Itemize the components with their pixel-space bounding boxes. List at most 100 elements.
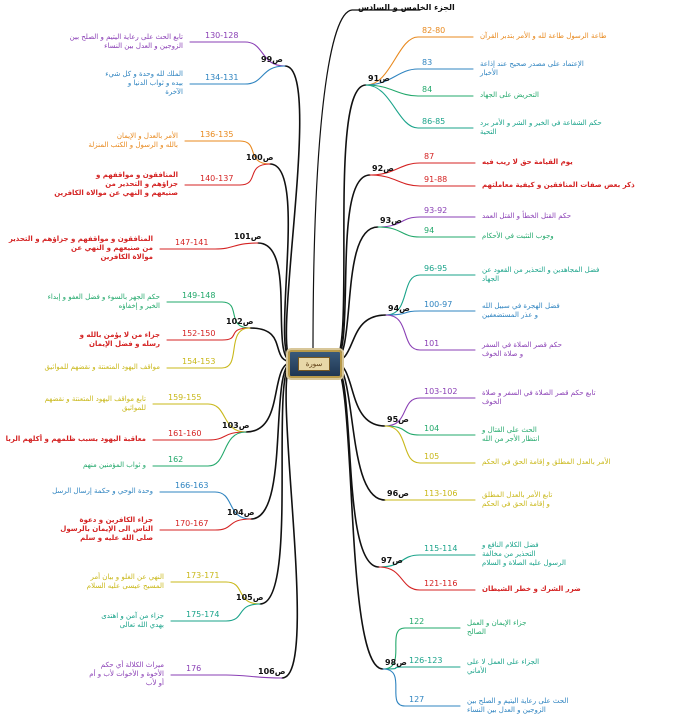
topic-text-left-4-0-1: للمواثيق [122, 403, 146, 412]
surah-emblem-label: سورة [298, 357, 330, 371]
topic-text-right-3-1-1: و عذر المستضعفين [482, 310, 538, 319]
topic-text-right-3-1-0: فضل الهجرة في سبيل الله [482, 301, 560, 310]
branch-line-right-6-1 [378, 566, 476, 591]
topic-text-left-4-0-0: تابع مواقف اليهود المتعنتة و نقضهم [44, 394, 146, 403]
topic-text-right-0-1-1: الأخبار [480, 68, 498, 77]
branch-line-right-7-0 [382, 627, 461, 670]
topic-text-right-5-0-1: و إقامة الحق في الحكم [482, 499, 550, 508]
branch-line-right-2-1 [377, 226, 476, 238]
page-node-right-0[interactable]: ص91 [368, 74, 390, 83]
page-node-right-5[interactable]: ص96 [387, 489, 409, 498]
verse-range-right-7-0: 122 [409, 617, 425, 626]
trunk-line-right-5 [332, 361, 386, 501]
verse-range-left-2-0: 147-141 [175, 238, 209, 247]
page-node-right-3[interactable]: ص94 [388, 304, 410, 313]
branch-line-left-1-1 [184, 163, 271, 186]
verse-range-right-0-3: 86-85 [422, 117, 446, 126]
topic-text-right-7-2-0: الحث على رعاية اليتيم و الصلح بين [467, 696, 569, 705]
page-node-right-1[interactable]: ص92 [372, 164, 394, 173]
page-node-left-4[interactable]: ص103 [222, 421, 250, 430]
topic-text-left-1-1-0: المنافقون و مواقفهم و [95, 171, 178, 179]
page-node-right-4[interactable]: ص95 [387, 415, 409, 424]
trunk-line-right-6 [332, 361, 380, 568]
branch-line-right-0-0 [365, 36, 474, 86]
topic-text-left-2-0-0: المنافقون و مواقفهم و جزاؤهم و التحذير [8, 235, 153, 243]
topic-text-left-7-0-2: أو لأب [145, 679, 164, 687]
topic-text-left-1-1-1: جزاؤهم و التحذير من [105, 180, 178, 188]
topic-text-left-3-2-0: مواقف اليهود المتعنتة و نقضهم للمواثيق [44, 363, 160, 371]
topic-text-left-0-1-1: بيده و ثواب الدنيا و [127, 79, 183, 87]
branch-line-left-4-0 [152, 403, 247, 433]
topic-text-right-3-0-1: الجهاد [482, 274, 500, 283]
topic-text-right-6-0-2: الرسول عليه الصلاة و السلام [482, 559, 566, 567]
verse-range-right-4-0: 103-102 [424, 387, 458, 396]
verse-range-left-5-1: 170-167 [175, 519, 209, 528]
topic-text-left-2-0-1: من صنيعهم و النهي عن [71, 244, 153, 252]
branch-line-left-3-1 [166, 327, 251, 341]
branch-line-right-4-2 [384, 425, 476, 464]
topic-text-right-4-0-0: تابع حكم قصر الصلاة في السفر و صلاة [482, 388, 596, 397]
topic-text-left-0-1-0: الملك لله وحدة و كل شيء [105, 70, 183, 78]
topic-text-right-1-0-0: يوم القيامة حق لا ريب فيه [482, 158, 573, 166]
branch-line-right-3-2 [385, 314, 476, 351]
verse-range-right-6-0: 115-114 [424, 544, 458, 553]
verse-range-left-3-0: 149-148 [182, 291, 216, 300]
topic-text-left-5-1-2: صلى الله عليه و سلم [80, 534, 153, 542]
topic-text-right-7-1-1: الأماني [467, 666, 487, 675]
page-node-left-0[interactable]: ص99 [261, 55, 283, 64]
map-title: الجزء الخامس و السادس [358, 3, 455, 12]
branch-line-right-2-0 [377, 216, 476, 228]
page-node-left-3[interactable]: ص102 [226, 317, 254, 326]
branch-line-right-6-0 [378, 554, 476, 568]
branch-line-right-0-2 [365, 84, 474, 97]
topic-text-left-0-1-2: الآخرة [165, 88, 183, 96]
trunk-line-left-3 [249, 327, 294, 363]
topic-text-right-4-1-0: الحث على القتال و [482, 425, 537, 434]
topic-text-right-4-1-1: انتظار الأجر من الله [482, 434, 540, 443]
verse-range-right-5-0: 113-106 [424, 489, 458, 498]
topic-text-left-1-0-0: الأمر بالعدل و الإيمان [116, 131, 178, 140]
verse-range-right-1-0: 87 [424, 152, 435, 161]
branch-line-left-4-1 [152, 431, 247, 441]
topic-text-right-3-2-1: و صلاة الخوف [482, 349, 524, 358]
page-node-left-6[interactable]: ص105 [236, 593, 264, 602]
topic-text-left-6-1-0: جزاء من آمن و اهتدى [101, 611, 164, 620]
topic-text-left-3-0-0: حكم الجهر بالسوء و فضل العفو و إبداء [47, 292, 160, 301]
verse-range-left-0-1: 134-131 [205, 73, 239, 82]
verse-range-right-3-2: 101 [424, 339, 440, 348]
branch-line-left-1-0 [184, 140, 271, 165]
trunk-line-right-2 [332, 226, 379, 363]
topic-text-left-2-0-2: موالاة الكافرين [100, 253, 154, 261]
central-emblem[interactable]: سورة [288, 350, 342, 378]
verse-range-right-2-1: 94 [424, 226, 435, 235]
verse-range-right-1-1: 91-88 [424, 175, 448, 184]
branch-line-right-7-1 [382, 666, 461, 670]
trunk-line-left-4 [245, 361, 294, 433]
topic-text-left-4-1-0: معاقبة اليهود بسبب ظلمهم و أكلهم الربا [5, 435, 146, 443]
verse-range-right-4-2: 105 [424, 452, 440, 461]
branch-line-right-1-0 [369, 162, 476, 176]
branch-line-left-2-0 [159, 242, 259, 250]
branch-line-right-0-3 [365, 84, 474, 129]
trunk-line-left-6 [259, 361, 294, 605]
page-node-left-2[interactable]: ص101 [234, 232, 262, 241]
page-node-right-7[interactable]: ص98 [385, 658, 407, 667]
branch-line-left-5-0 [159, 491, 252, 520]
topic-text-right-0-0-0: طاعة الرسول طاعة لله و الأمر بتدبر القرآ… [480, 32, 607, 40]
page-node-right-2[interactable]: ص93 [380, 216, 402, 225]
topic-text-right-3-0-0: فضل المجاهدين و التحذير من القعود عن [482, 265, 600, 274]
page-node-right-6[interactable]: ص97 [381, 556, 403, 565]
branch-line-left-0-1 [189, 65, 286, 85]
topic-text-right-1-1-0: ذكر بعض صفات المنافقين و كيفية معاملتهم [482, 181, 635, 189]
verse-range-left-6-0: 173-171 [186, 571, 220, 580]
branch-line-right-7-2 [382, 668, 461, 707]
topic-text-right-0-3-0: حكم الشفاعة في الخير و الشر و الأمر برد [480, 118, 602, 127]
page-node-left-5[interactable]: ص104 [227, 508, 255, 517]
verse-range-left-4-2: 162 [168, 455, 184, 464]
topic-text-left-3-1-1: رسله و فضل الإيمان [89, 339, 160, 348]
branch-line-left-0-0 [189, 41, 286, 67]
page-node-left-7[interactable]: ص106 [258, 667, 286, 676]
topic-text-right-6-1-0: ضرر الشرك و خطر الشيطان [482, 585, 581, 593]
page-node-left-1[interactable]: ص100 [246, 153, 274, 162]
topic-text-left-3-0-1: الخير و إخفاؤه [118, 301, 160, 310]
